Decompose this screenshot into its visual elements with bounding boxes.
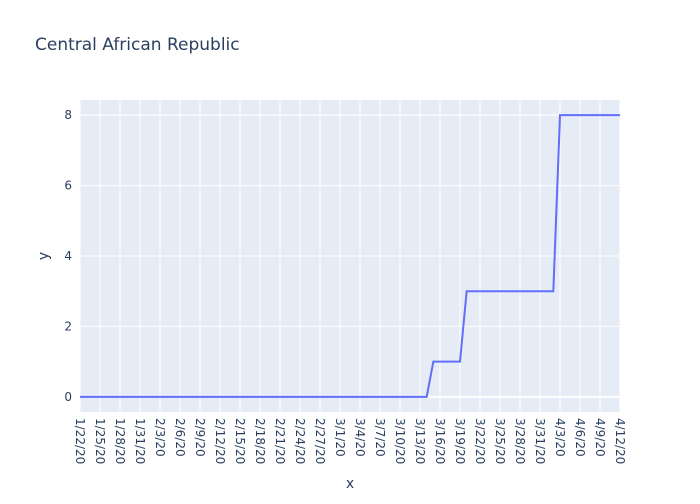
x-tick-label: 4/12/20: [613, 418, 627, 464]
x-tick-label: 2/21/20: [273, 418, 287, 464]
x-tick-label: 1/31/20: [133, 418, 147, 464]
x-tick-label: 3/7/20: [373, 418, 387, 457]
x-tick-label: 3/4/20: [353, 418, 367, 457]
x-tick-label: 1/22/20: [73, 418, 87, 464]
x-tick-label: 2/12/20: [213, 418, 227, 464]
x-tick-label: 3/10/20: [393, 418, 407, 464]
x-tick-label: 1/28/20: [113, 418, 127, 464]
x-tick-label: 1/25/20: [93, 418, 107, 464]
x-tick-label: 3/22/20: [473, 418, 487, 464]
x-tick-label: 2/15/20: [233, 418, 247, 464]
chart-title: Central African Republic: [35, 35, 240, 55]
x-tick-label: 3/19/20: [453, 418, 467, 464]
x-tick-label: 2/24/20: [293, 418, 307, 464]
x-tick-label: 2/9/20: [193, 418, 207, 457]
x-tick-label: 3/1/20: [333, 418, 347, 457]
y-tick-label: 2: [64, 319, 72, 333]
x-tick-label: 4/6/20: [573, 418, 587, 457]
line: [80, 114, 620, 398]
x-axis-title: x: [346, 476, 354, 492]
x-tick-label: 3/16/20: [433, 418, 447, 464]
x-tick-label: 3/25/20: [493, 418, 507, 464]
y-tick-label: 6: [64, 179, 72, 193]
x-tick-label: 4/3/20: [553, 418, 567, 457]
x-tick-label: 2/3/20: [153, 418, 167, 457]
x-tick-label: 3/28/20: [513, 418, 527, 464]
x-tick-label: 3/13/20: [413, 418, 427, 464]
y-tick-label: 4: [64, 249, 72, 263]
x-tick-label: 3/31/20: [533, 418, 547, 464]
y-axis-title: y: [36, 252, 52, 260]
x-tick-label: 2/18/20: [253, 418, 267, 464]
x-tick-label: 4/9/20: [593, 418, 607, 457]
grid: [79, 100, 621, 412]
y-tick-label: 8: [64, 108, 72, 122]
y-tick-label: 0: [64, 390, 72, 404]
x-tick-label: 2/27/20: [313, 418, 327, 464]
x-tick-label: 2/6/20: [173, 418, 187, 457]
